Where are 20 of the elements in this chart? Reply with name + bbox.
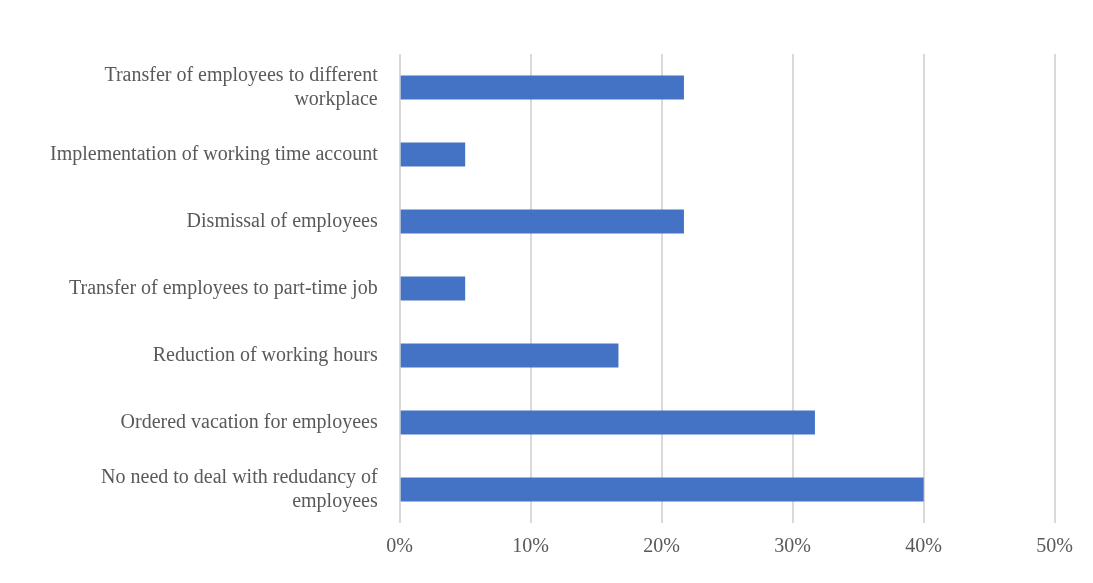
y-tick-label: Reduction of working hours xyxy=(152,342,378,366)
bar xyxy=(400,343,619,368)
x-tick-label: 10% xyxy=(512,534,550,557)
bar xyxy=(400,276,466,301)
y-tick-label: Transfer of employees to part-time job xyxy=(69,275,378,299)
x-tick-label: 50% xyxy=(1036,534,1074,557)
y-tick-label: Implementation of working time account xyxy=(50,141,379,165)
x-tick-label: 30% xyxy=(774,534,812,557)
bar xyxy=(400,410,815,435)
y-tick-label: Dismissal of employees xyxy=(186,208,378,232)
x-tick-label: 40% xyxy=(905,534,943,557)
bar xyxy=(400,477,924,502)
bar xyxy=(400,142,466,167)
x-tick-label: 20% xyxy=(643,534,681,557)
y-tick-label: No need to deal with redudancy of employees xyxy=(101,464,379,512)
y-tick-label: Ordered vacation for employees xyxy=(120,409,378,433)
y-tick-label: Transfer of employees to different workplace xyxy=(104,62,379,110)
bar xyxy=(400,75,684,100)
x-tick-label: 0% xyxy=(386,534,414,557)
bar xyxy=(400,209,684,234)
